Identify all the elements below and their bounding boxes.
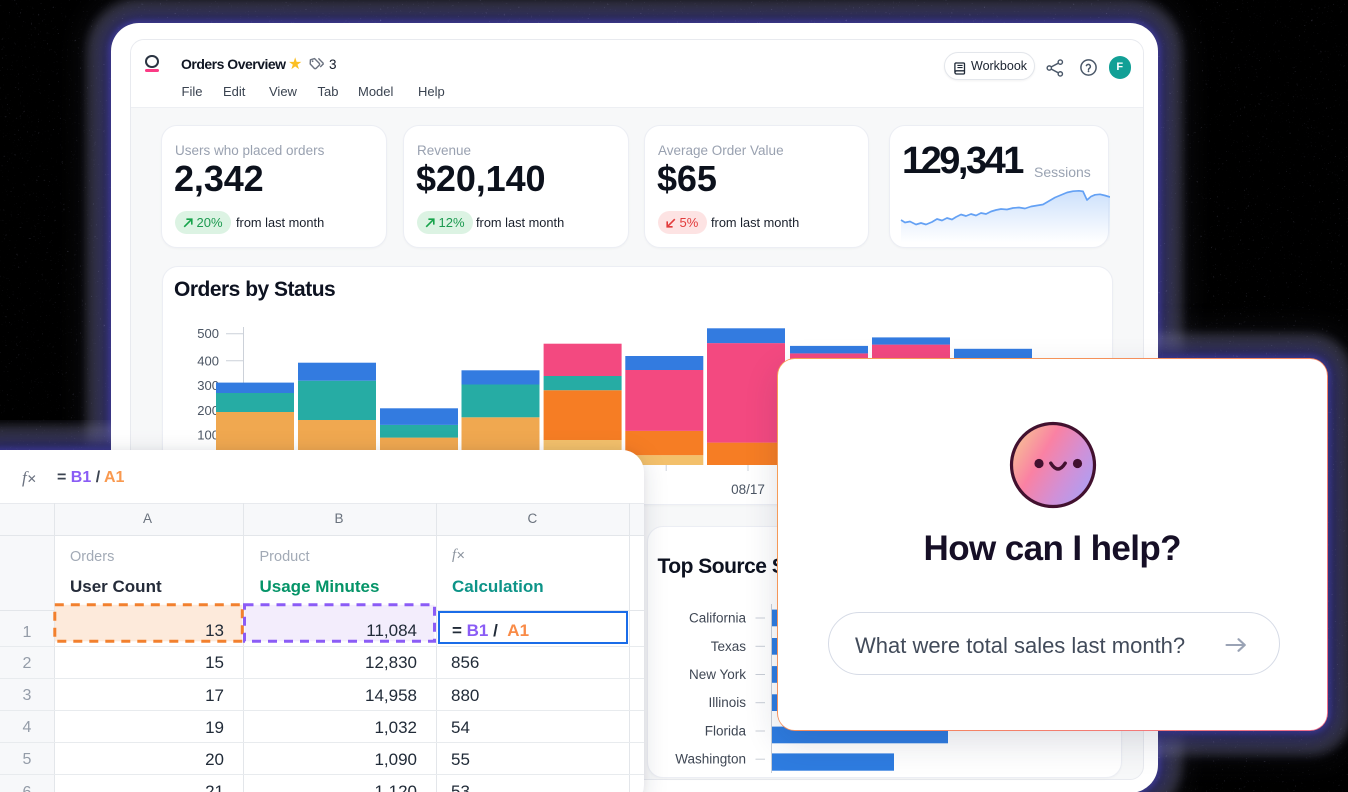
svg-text:Texas: Texas	[711, 639, 747, 654]
svg-text:New York: New York	[689, 667, 746, 682]
svg-text:400: 400	[197, 353, 219, 368]
svg-text:300: 300	[197, 378, 219, 393]
svg-text:Washington: Washington	[675, 752, 746, 767]
svg-text:Illinois: Illinois	[708, 695, 746, 710]
svg-text:200: 200	[197, 403, 219, 418]
svg-text:08/17: 08/17	[731, 482, 765, 497]
svg-text:500: 500	[197, 326, 219, 341]
svg-text:California: California	[689, 611, 747, 626]
svg-text:Florida: Florida	[705, 724, 747, 739]
svg-text:100: 100	[197, 427, 219, 442]
